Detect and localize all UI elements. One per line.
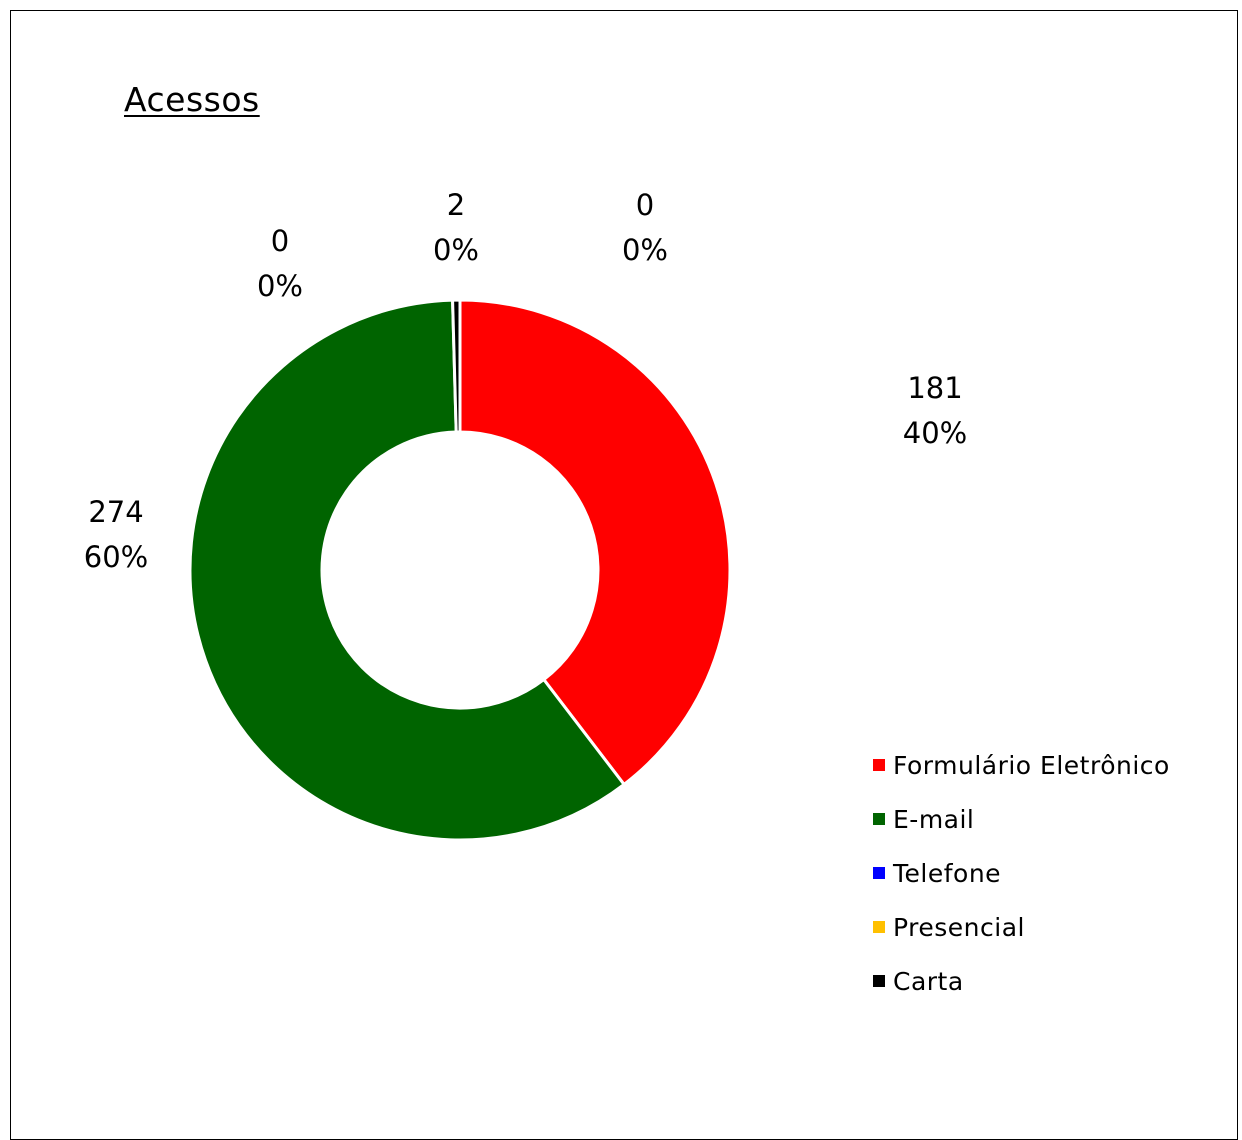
legend-label: Telefone — [893, 858, 1002, 888]
data-label-formulario: 181 40% — [865, 366, 1005, 456]
legend-item-formulario: Formulário Eletrônico — [873, 738, 1170, 792]
slice-email — [188, 298, 627, 842]
data-label-email: 274 60% — [46, 490, 186, 580]
data-label-percent: 40% — [902, 416, 968, 450]
data-label-percent: 0% — [621, 233, 668, 267]
legend-swatch — [873, 921, 885, 933]
legend-item-email: E-mail — [873, 792, 1170, 846]
legend-swatch — [873, 813, 885, 825]
legend-swatch — [873, 975, 885, 987]
data-label-value: 181 — [907, 371, 963, 405]
data-label-presencial: 0 0% — [575, 183, 715, 273]
data-label-value: 274 — [88, 495, 144, 529]
slice-formulario — [458, 298, 732, 787]
data-label-percent: 0% — [432, 233, 479, 267]
data-label-percent: 60% — [83, 540, 149, 574]
data-label-value: 0 — [270, 224, 290, 258]
legend-label: Presencial — [893, 912, 1025, 942]
legend-label: Formulário Eletrônico — [893, 750, 1170, 780]
slice-carta — [451, 298, 462, 434]
chart-legend: Formulário Eletrônico E-mail Telefone Pr… — [873, 738, 1170, 1008]
legend-item-telefone: Telefone — [873, 846, 1170, 900]
chart-title: Acessos — [124, 80, 260, 119]
legend-swatch — [873, 759, 885, 771]
legend-label: Carta — [893, 966, 964, 996]
data-label-value: 2 — [446, 188, 466, 222]
data-label-value: 0 — [635, 188, 655, 222]
donut-slices — [188, 298, 732, 842]
legend-swatch — [873, 867, 885, 879]
data-label-carta: 2 0% — [386, 183, 526, 273]
legend-item-carta: Carta — [873, 954, 1170, 1008]
legend-label: E-mail — [893, 804, 975, 834]
data-label-percent: 0% — [256, 269, 303, 303]
data-label-telefone: 0 0% — [210, 219, 350, 309]
legend-item-presencial: Presencial — [873, 900, 1170, 954]
